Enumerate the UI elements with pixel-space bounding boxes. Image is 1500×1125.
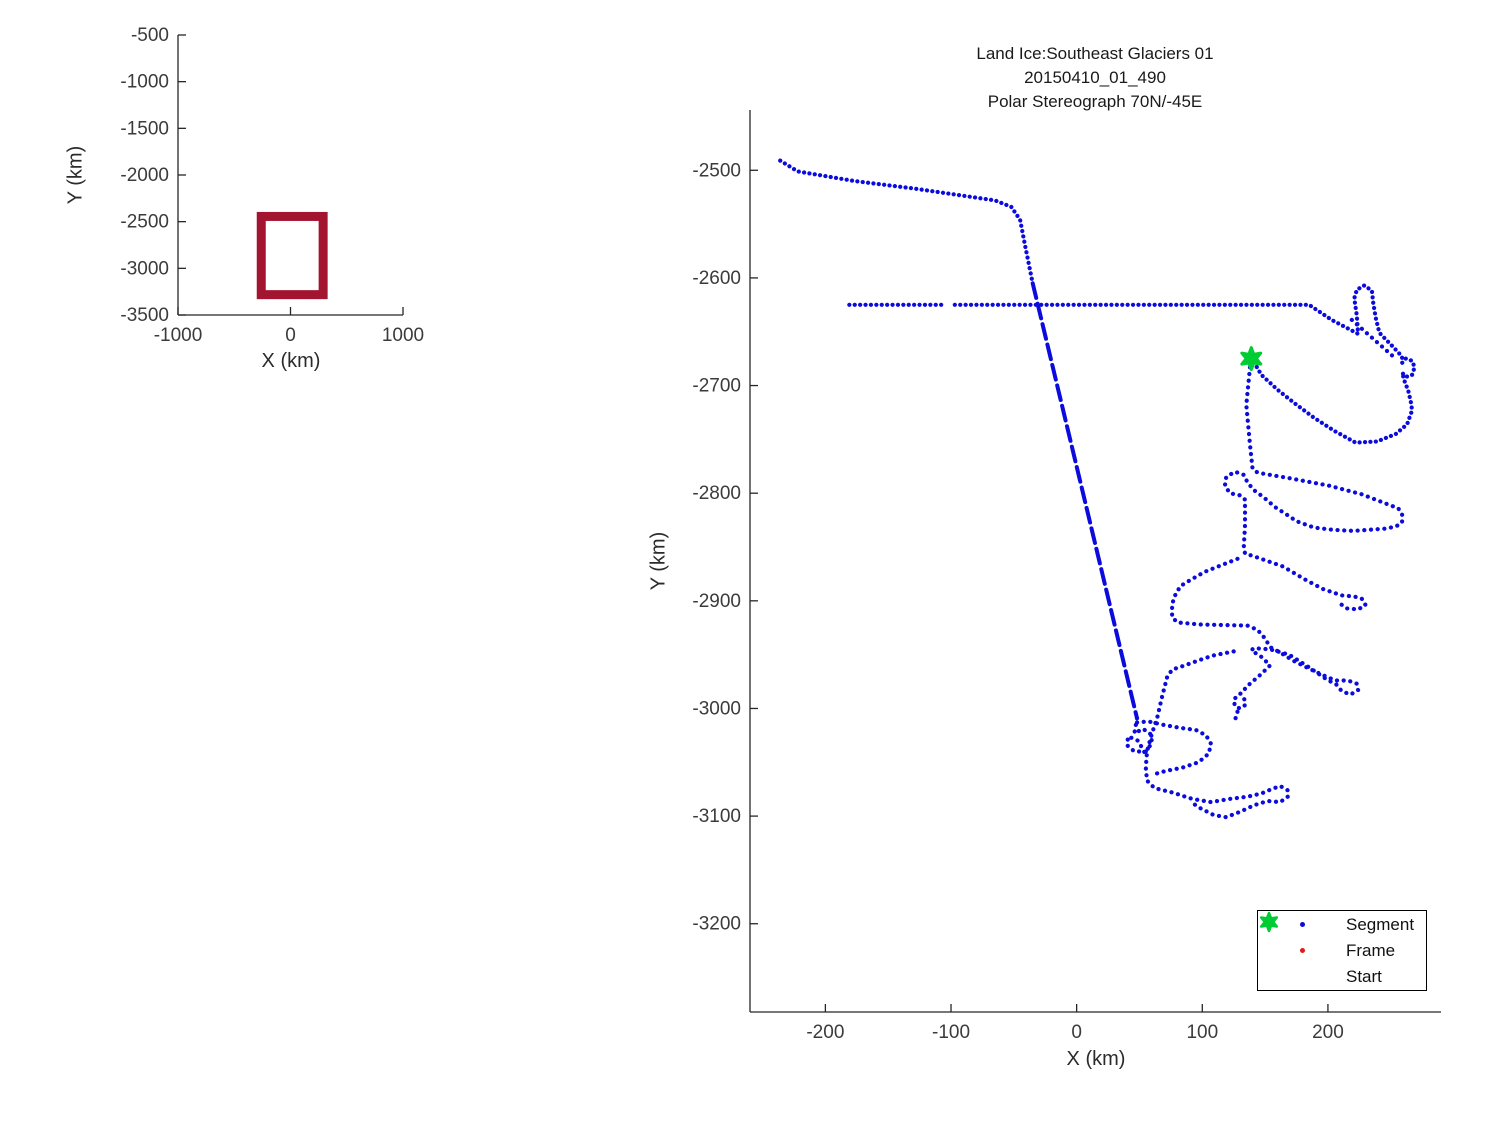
segment-stroke xyxy=(1231,709,1240,724)
segment-stroke xyxy=(1349,317,1395,358)
y-tick-label: -3000 xyxy=(120,258,169,279)
coverage-box xyxy=(256,211,328,300)
main-title-line-1: Land Ice:Southeast Glaciers 01 xyxy=(976,44,1214,63)
overview-plot: -1000 0 1000 -500 -1000 -1500 -2000 -2500 -3000 -… xyxy=(120,25,424,346)
segment-stroke xyxy=(1030,281,1139,721)
legend-label-frame: Frame xyxy=(1346,940,1396,960)
segment-stroke xyxy=(1143,649,1290,820)
x-tick-label: 0 xyxy=(285,325,296,346)
segment-stroke xyxy=(952,283,1417,445)
y-tick-label: -3000 xyxy=(692,698,741,719)
segment-stroke xyxy=(778,158,1035,286)
x-tick-label: 0 xyxy=(1071,1022,1082,1043)
y-tick-label: -2900 xyxy=(692,591,741,612)
legend-row-segment: Segment xyxy=(1258,912,1426,937)
y-tick-label: -2500 xyxy=(692,160,741,181)
y-tick-label: -3200 xyxy=(692,914,741,935)
x-tick-label: 1000 xyxy=(382,325,424,346)
segment-stroke xyxy=(1124,716,1155,760)
start-marker-hexagram-icon xyxy=(1240,346,1263,372)
x-tick-label: -200 xyxy=(806,1022,844,1043)
main-plot: -200 -100 0 100 200 -2500 -2600 -2700 -2800 -2900… xyxy=(692,110,1441,1043)
frame-marker-dot xyxy=(1258,948,1346,953)
y-tick-label: -2500 xyxy=(120,212,169,233)
legend-row-frame: Frame xyxy=(1258,938,1426,963)
main-ylabel: Y (km) xyxy=(647,531,670,591)
legend-row-start: Start xyxy=(1258,911,1426,989)
y-tick-label: -1500 xyxy=(120,118,169,139)
main-title-line-3: Polar Stereograph 70N/-45E xyxy=(987,92,1203,111)
y-tick-label: -2600 xyxy=(692,268,741,289)
segment-stroke xyxy=(1169,556,1361,711)
y-tick-label: -3100 xyxy=(692,806,741,827)
legend-label-start: Start xyxy=(1346,966,1382,986)
x-tick-label: 200 xyxy=(1312,1022,1344,1043)
x-tick-label: 100 xyxy=(1186,1022,1218,1043)
x-tick-label: -100 xyxy=(932,1022,970,1043)
y-tick-label: -3500 xyxy=(120,305,169,326)
main-title: Land Ice:Southeast Glaciers 01 20150410_… xyxy=(845,42,1345,114)
segment-marker-dot xyxy=(1258,922,1346,927)
overview-ylabel: Y (km) xyxy=(64,145,87,205)
y-tick-label: -2000 xyxy=(120,165,169,186)
y-tick-label: -2800 xyxy=(692,483,741,504)
legend-label-segment: Segment xyxy=(1346,914,1415,934)
segment-stroke xyxy=(1222,365,1405,612)
x-tick-label: -1000 xyxy=(154,325,203,346)
main-title-line-2: 20150410_01_490 xyxy=(1024,68,1166,87)
start-legend-hexagram xyxy=(1259,911,1279,933)
overview-xlabel: X (km) xyxy=(261,350,321,372)
main-xlabel: X (km) xyxy=(1066,1048,1126,1070)
legend-box: Segment Frame Start xyxy=(1257,910,1427,991)
y-tick-label: -500 xyxy=(131,25,169,46)
y-tick-label: -1000 xyxy=(120,72,169,93)
y-tick-label: -2700 xyxy=(692,376,741,397)
